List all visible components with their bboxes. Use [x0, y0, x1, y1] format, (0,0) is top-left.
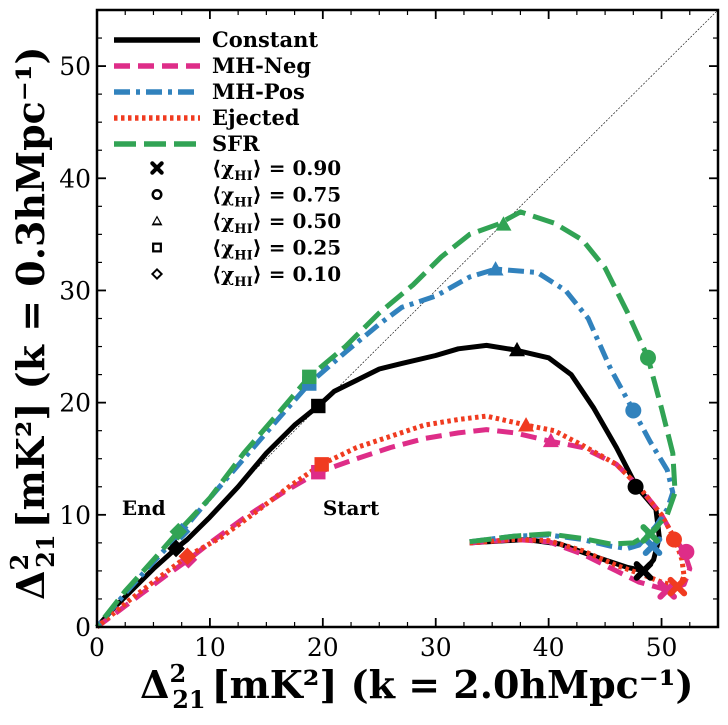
marker-sfr-x	[640, 524, 661, 544]
x-tick-label: 10	[194, 633, 226, 662]
marker-ejected-triangle	[518, 417, 535, 432]
marker-ejected-diamond	[178, 547, 197, 566]
marker-constant-circle	[627, 478, 644, 495]
marker-sfr-triangle	[495, 216, 512, 231]
ticks-group: 0 10 20 30 40 50 0 10 20 30 40 50	[59, 9, 719, 662]
legend-marker-label: ⟨χHI⟩ = 0.50	[212, 209, 341, 237]
marker-sfr-square	[302, 369, 317, 385]
marker-mh-neg-triangle	[542, 432, 559, 448]
legend-marker-inner-diamond	[153, 270, 161, 278]
marker-sfr-diamond	[169, 522, 188, 541]
marker-constant-triangle	[509, 341, 526, 357]
diagonal-reference-line-group	[96, 9, 719, 628]
x-tick-label: 50	[646, 633, 678, 662]
diagonal-line	[96, 9, 719, 628]
legend-label-mh-neg: MH-Neg	[212, 53, 311, 78]
marker-constant-x	[633, 561, 654, 581]
x-tick-label: 20	[307, 633, 339, 662]
legend-marker-inner-square	[154, 244, 160, 251]
marker-mh-pos-triangle	[487, 261, 504, 276]
marker-mh-neg-circle	[678, 543, 695, 560]
series-line-sfr	[95, 209, 678, 629]
marker-ejected-circle	[665, 531, 682, 548]
legend-label-constant: Constant	[212, 27, 318, 52]
legend-marker-label: ⟨χHI⟩ = 0.90	[212, 156, 341, 184]
x-axis-title: Δ2 21 [mK²] (k = 2.0hMpc⁻¹)	[140, 659, 693, 714]
annotation-start: Start	[323, 496, 380, 520]
x-tick-label: 30	[420, 633, 452, 662]
x-tick-label: 0	[89, 633, 105, 662]
y-tick-label: 40	[59, 164, 91, 193]
marker-mh-pos-circle	[625, 402, 642, 419]
marker-ejected-square	[314, 457, 329, 472]
marker-ejected-x	[667, 576, 688, 597]
y-tick-label: 20	[59, 389, 91, 418]
y-tick-label: 10	[59, 501, 91, 530]
legend-marker-label: ⟨χHI⟩ = 0.25	[212, 236, 341, 264]
series-line-constant	[95, 342, 662, 629]
legend-label-sfr: SFR	[212, 131, 260, 156]
y-tick-label: 50	[59, 52, 91, 81]
y-tick-label: 30	[59, 276, 91, 305]
y-tick-label: 0	[75, 613, 91, 642]
legend-marker-x	[150, 161, 164, 175]
marker-constant-diamond	[167, 539, 185, 558]
marker-sfr-circle	[639, 349, 656, 366]
legend-label-mh-pos: MH-Pos	[212, 79, 305, 104]
marker-constant-square	[311, 398, 326, 414]
x-tick-label: 40	[533, 633, 565, 662]
legend-marker-label: ⟨χHI⟩ = 0.10	[212, 262, 341, 290]
y-axis-title: Δ221[mK²] (k = 0.3hMpc⁻¹)	[5, 47, 60, 600]
legend-marker-label: ⟨χHI⟩ = 0.75	[212, 183, 341, 211]
markers-group	[167, 216, 695, 600]
legend-marker-inner-triangle	[154, 218, 160, 224]
legend-label-ejected: Ejected	[212, 105, 300, 130]
annotation-end: End	[122, 496, 166, 520]
legend-marker-inner-circle	[154, 191, 160, 198]
